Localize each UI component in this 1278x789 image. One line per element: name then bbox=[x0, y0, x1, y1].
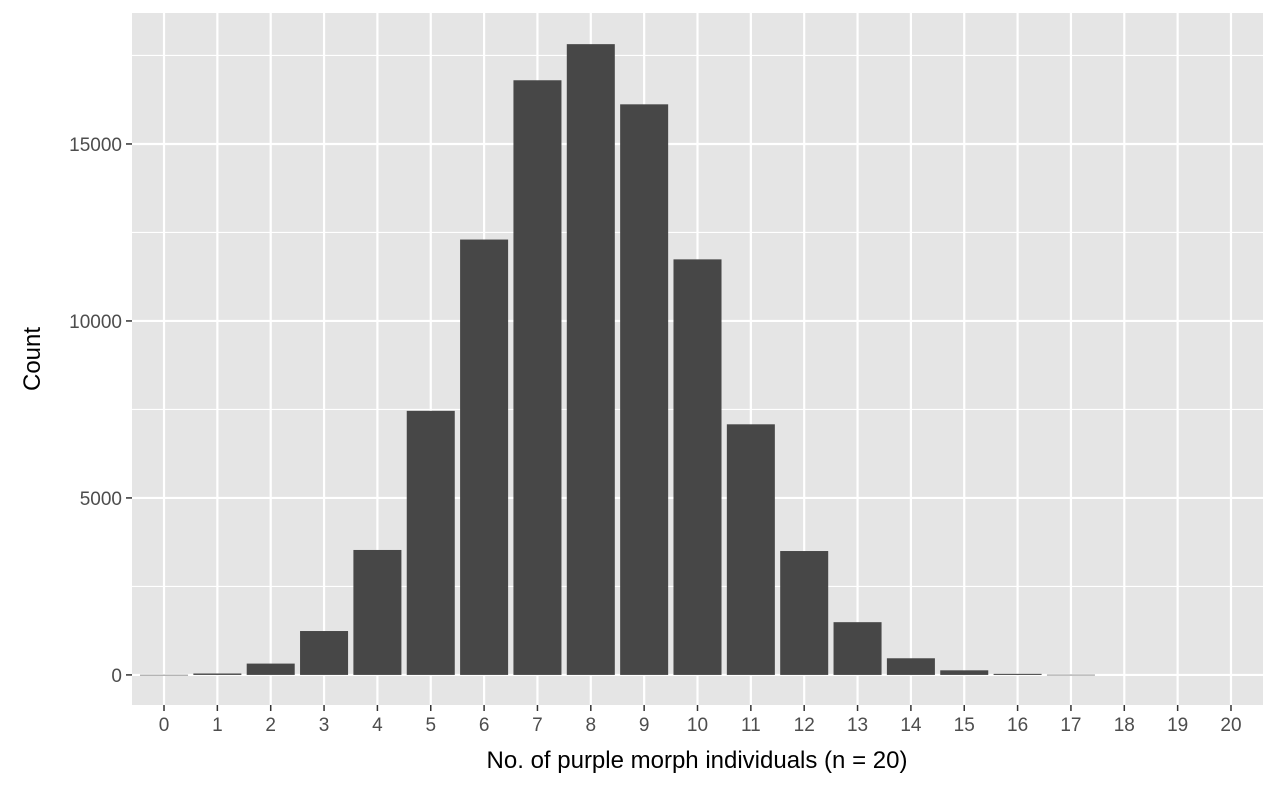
bar-1 bbox=[193, 673, 242, 675]
x-tick-label: 19 bbox=[1167, 715, 1188, 736]
bar-3 bbox=[300, 631, 349, 675]
x-tick-label: 2 bbox=[265, 715, 276, 736]
x-tick-label: 5 bbox=[425, 715, 436, 736]
x-tick-label: 20 bbox=[1220, 715, 1241, 736]
bar-5 bbox=[406, 410, 455, 675]
axis-ticks: 0 1 2 3 4 5 6 7 8 9 10 11 12 13 14 15 16 17 18 19 2005000100… bbox=[69, 135, 1241, 736]
y-tick-label: 10000 bbox=[69, 312, 122, 333]
bar-8 bbox=[566, 44, 615, 675]
bar-15 bbox=[940, 670, 989, 675]
x-tick-label: 10 bbox=[687, 715, 708, 736]
x-tick-label: 18 bbox=[1114, 715, 1135, 736]
bar-12 bbox=[780, 551, 829, 675]
y-tick-label: 5000 bbox=[80, 489, 122, 510]
bar-17 bbox=[1046, 674, 1095, 676]
x-tick-label: 13 bbox=[847, 715, 868, 736]
x-tick-label: 11 bbox=[741, 715, 761, 736]
x-tick-label: 7 bbox=[532, 715, 543, 736]
x-tick-label: 6 bbox=[479, 715, 490, 736]
x-tick-label: 0 bbox=[159, 715, 170, 736]
x-tick-label: 9 bbox=[639, 715, 650, 736]
x-tick-label: 14 bbox=[900, 715, 922, 736]
x-tick-label: 4 bbox=[372, 715, 383, 736]
bar-0 bbox=[140, 674, 189, 676]
bar-16 bbox=[993, 673, 1042, 675]
bar-9 bbox=[620, 104, 669, 675]
x-tick-label: 3 bbox=[319, 715, 330, 736]
x-tick-label: 17 bbox=[1060, 715, 1081, 736]
y-tick-label: 0 bbox=[111, 666, 122, 687]
bar-14 bbox=[886, 658, 935, 675]
y-axis-title: Count bbox=[19, 327, 46, 391]
x-axis-title: No. of purple morph individuals (n = 20) bbox=[487, 747, 908, 774]
x-tick-label: 12 bbox=[794, 715, 815, 736]
x-tick-label: 15 bbox=[954, 715, 975, 736]
bar-10 bbox=[673, 259, 722, 675]
bar-11 bbox=[726, 424, 775, 675]
bar-2 bbox=[246, 663, 295, 675]
bar-6 bbox=[460, 239, 509, 675]
bars bbox=[140, 44, 1095, 676]
x-tick-label: 8 bbox=[586, 715, 597, 736]
x-tick-label: 1 bbox=[212, 715, 223, 736]
bar-13 bbox=[833, 622, 882, 675]
bar-7 bbox=[513, 80, 562, 675]
x-tick-label: 16 bbox=[1007, 715, 1028, 736]
bar-4 bbox=[353, 549, 402, 675]
y-tick-label: 15000 bbox=[69, 135, 122, 156]
